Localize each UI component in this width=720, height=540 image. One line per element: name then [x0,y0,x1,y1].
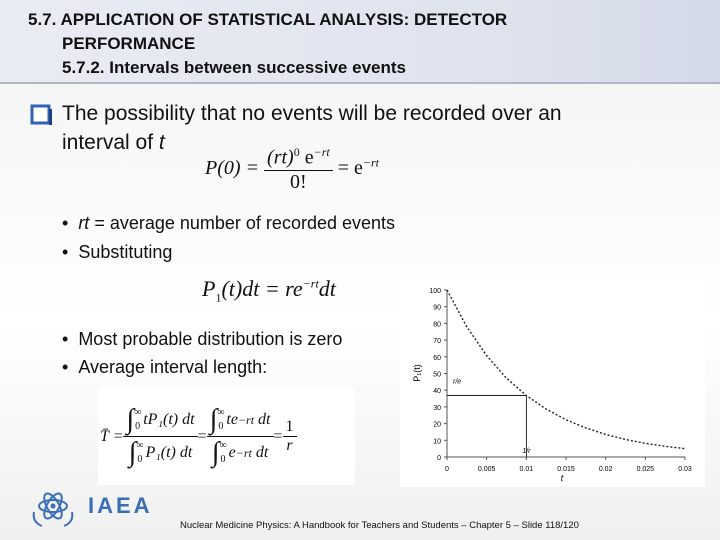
y-tick-label: 50 [433,372,441,379]
text: Substituting [78,242,173,262]
eq-part: 1 [215,290,222,305]
eq-part: −rt [302,276,319,291]
eq-part: P [202,276,216,301]
y-tick-label: 70 [433,338,441,345]
title-line: 5.7. APPLICATION OF STATISTICAL ANALYSIS… [28,10,508,29]
eq-part: P(0) = [205,156,260,179]
eq-part: −rt [237,412,255,427]
eq-part: dt [318,276,336,301]
y-tick-label: 20 [433,422,441,429]
title-line: PERFORMANCE [62,34,196,53]
text: Most probable distribution is zero [78,329,343,349]
eq-part: te [226,411,238,428]
text: = average number of recorded events [94,213,396,233]
main-text: The possibility that no events will be r… [62,102,562,125]
eq-part: ∞ [217,407,225,418]
x-tick-label: 0.02 [599,466,613,473]
eq-part: −rt [362,155,379,170]
subtitle: 5.7.2. Intervals between successive even… [62,58,406,77]
eq-part: tP₁(t) dt [143,411,195,428]
bullet: • Substituting [62,242,173,262]
eq-part: −rt [235,445,252,460]
variable: rt [78,213,90,233]
eq-part: P₁(t) dt [145,444,193,461]
bullet: • Average interval length: [62,357,268,377]
eq-part: 0 [137,454,143,465]
eq-part: ∫ [126,404,135,435]
logo-text: IAEA [88,493,153,518]
eq-part: T̄ = [100,427,124,445]
checkbox-bullet [30,104,52,125]
main-text: interval of t [62,131,165,155]
eq-part: = [273,427,283,445]
x-tick-label: 0.005 [478,466,496,473]
eq-part: dt [255,444,269,461]
eq-part: 0 [293,145,300,159]
y-tick-label: 30 [433,405,441,412]
eq-part: 0 [218,421,224,432]
curve [446,289,686,450]
y-tick-label: 80 [433,321,441,328]
eq-part: ∞ [136,440,144,451]
x-axis-label: t [561,473,564,483]
eq-part: ∫ [209,404,218,435]
eq-part: ∞ [134,407,142,418]
eq-part: dt [258,411,271,428]
annotation: r/e [453,379,461,386]
x-tick-label: 0.025 [637,466,655,473]
eq-part: ∫ [211,437,220,468]
bullet: • rt = average number of recorded events [62,213,396,233]
eq-part: ∞ [219,440,227,451]
equation-1: P(0) = (rt)0 e−rt 0! = e−rt [205,145,379,194]
x-tick-label: 0.01 [520,466,534,473]
eq-part: e [304,146,314,169]
y-tick-label: 0 [437,455,441,462]
equation-3: T̄ = ∫ ∞ 0 tP₁(t) dt ∫ ∞ 0 P₁(t) dt = ∫ ∞ 0 te −rt … [98,388,355,485]
eq-part: 0 [135,421,141,432]
x-tick-label: 0.015 [557,466,575,473]
annotation: 1/r [522,448,531,455]
eq-part: = [197,427,207,445]
y-tick-label: 60 [433,355,441,362]
y-axis-label: P₁(t) [412,364,422,382]
text: Average interval length: [78,357,268,377]
eq-part: (t)dt = re [221,276,303,301]
iaea-logo: IAEA [32,492,153,527]
eq-part: 0 [220,454,226,465]
variable: t [158,131,165,154]
x-tick-label: 0.03 [678,466,692,473]
equation-2: P1(t)dt = re−rtdt [202,276,336,305]
y-tick-label: 10 [433,438,441,445]
eq-part: e [228,444,236,461]
eq-part: 0! [290,170,307,193]
eq-part: (rt) [267,146,294,169]
eq-part: 1 [282,418,297,437]
eq-part: = e [337,156,363,179]
header: 5.7. APPLICATION OF STATISTICAL ANALYSIS… [0,0,720,84]
text: interval of [62,131,154,154]
y-tick-label: 40 [433,388,441,395]
eq-part: ∫ [128,437,137,468]
bullet: • Most probable distribution is zero [62,329,343,349]
x-tick-label: 0 [445,466,449,473]
y-tick-label: 100 [429,288,441,295]
eq-part: −rt [313,145,330,159]
chart: t P₁(t) 0 10 20 30 40 50 60 70 80 90 100 0 0.005 0.01… [400,275,705,487]
footer-text: Nuclear Medicine Physics: A Handbook for… [180,520,579,531]
eq-part: r [286,437,293,454]
y-tick-label: 90 [433,305,441,312]
